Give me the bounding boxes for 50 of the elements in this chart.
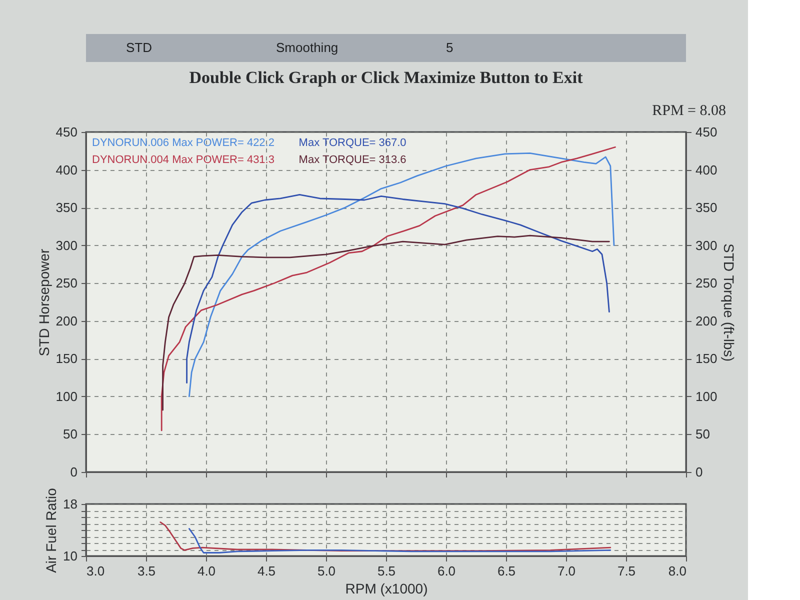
text: RPM = 8.08 — [652, 103, 726, 119]
y-tick-label: 0 — [70, 464, 78, 480]
text: Smoothing — [276, 40, 338, 55]
y-tick-label: 150 — [56, 351, 78, 366]
y-tick-label: 200 — [56, 313, 78, 328]
line-series — [188, 528, 612, 554]
y-tick-label: 450 — [56, 124, 78, 140]
line-series — [160, 522, 612, 552]
x-tick-label: 7.0 — [557, 564, 576, 578]
y-axis-title: Air Fuel Ratio — [43, 488, 60, 573]
text: 5 — [446, 40, 454, 55]
text: STD — [126, 40, 152, 55]
chart-title: Double Click Graph or Click Maximize Button to Exit — [189, 68, 584, 87]
y2-tick-label: 0 — [696, 464, 703, 480]
y-tick-label: 10 — [63, 548, 78, 564]
x-tick-label: 6.5 — [497, 564, 516, 578]
y2-tick-label: 250 — [696, 276, 718, 291]
y-axis-title: STD Horsepower — [36, 248, 52, 356]
y2-tick-label: 100 — [696, 388, 718, 404]
y-tick-label: 300 — [56, 238, 78, 253]
text: Max TORQUE= 313.6 — [298, 154, 406, 166]
y2-tick-label: 50 — [696, 426, 710, 442]
y2-tick-label: 300 — [696, 238, 718, 253]
y-tick-label: 350 — [56, 200, 78, 216]
x-tick-label: 7.5 — [617, 564, 636, 578]
x-tick-label: 8.0 — [668, 564, 686, 578]
y-tick-label: 18 — [63, 496, 78, 512]
y-tick-label: 400 — [56, 162, 78, 178]
x-tick-label: 5.0 — [317, 564, 336, 578]
line-series — [186, 194, 610, 384]
x-axis-title: RPM (x1000) — [345, 580, 428, 596]
y2-tick-label: 150 — [696, 351, 718, 366]
y2-tick-label: 450 — [696, 124, 718, 140]
x-tick-label: 3.0 — [86, 564, 105, 578]
line-series — [162, 234, 610, 411]
y2-axis-title: STD Torque (ft-lbs) — [721, 244, 738, 362]
text: Max TORQUE= 367.0 — [298, 137, 406, 149]
y2-tick-label: 400 — [696, 162, 718, 178]
text: DYNORUN.004 Max POWER= 431.3 — [92, 154, 274, 166]
y2-tick-label: 200 — [696, 313, 718, 328]
y2-tick-label: 350 — [696, 200, 718, 216]
text: DYNORUN.006 Max POWER= 422.2 — [92, 137, 274, 149]
x-tick-label: 3.5 — [137, 564, 156, 578]
x-tick-label: 5.5 — [377, 564, 396, 578]
y-tick-label: 50 — [63, 426, 78, 442]
y-tick-label: 100 — [56, 388, 78, 404]
x-tick-label: 4.0 — [197, 564, 216, 578]
y-tick-label: 250 — [56, 276, 78, 291]
x-tick-label: 6.0 — [437, 564, 456, 578]
x-tick-label: 4.5 — [257, 564, 276, 578]
